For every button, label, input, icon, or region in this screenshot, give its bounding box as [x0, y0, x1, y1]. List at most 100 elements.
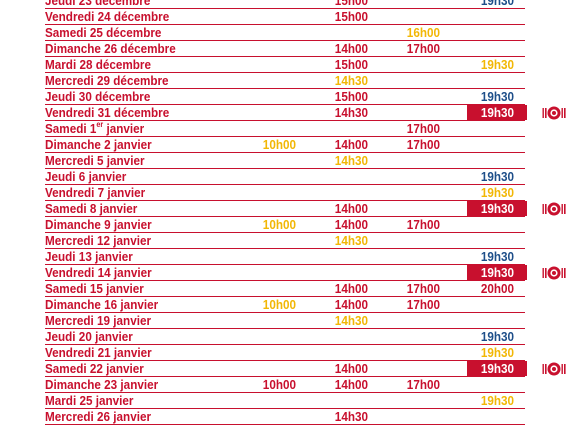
schedule-row: Dimanche 2 janvier 10h00 14h00 17h00 [45, 137, 525, 153]
showtime-c4: 19h30 [467, 201, 527, 216]
schedule-table: Jeudi 23 décembre 15h00 19h30 Vendredi 24 d… [45, 0, 527, 425]
showtime-c2: 14h30 [334, 409, 368, 424]
schedule-row: Mardi 28 décembre 15h00 19h30 [45, 57, 525, 73]
day-label: Samedi 22 janvier [45, 361, 144, 376]
showtime-c3: 17h00 [406, 281, 440, 296]
showtime-c2: 14h00 [334, 297, 368, 312]
schedule-row: Jeudi 30 décembre 15h00 19h30 [45, 89, 525, 105]
showtime-c2: 14h30 [334, 233, 368, 248]
schedule-row: Vendredi 7 janvier 19h30 [45, 185, 525, 201]
showtime-c4: 19h30 [480, 393, 514, 408]
schedule-row: Mercredi 5 janvier 14h30 [45, 153, 525, 169]
day-label: Vendredi 24 décembre [45, 9, 170, 24]
meal-icon [541, 361, 567, 377]
schedule-row: Dimanche 26 décembre 14h00 17h00 [45, 41, 525, 57]
day-label: Jeudi 6 janvier [45, 169, 127, 184]
showtime-c3: 17h00 [406, 137, 440, 152]
showtime-c2: 14h30 [334, 105, 368, 120]
showtime-c3: 17h00 [406, 217, 440, 232]
schedule-row: Dimanche 9 janvier 10h00 14h00 17h00 [45, 217, 525, 233]
schedule-row: Vendredi 24 décembre 15h00 [45, 9, 525, 25]
schedule-row: Jeudi 23 décembre 15h00 19h30 [45, 0, 525, 9]
schedule-row: Vendredi 31 décembre 14h30 19h30 [45, 105, 527, 121]
showtime-c2: 15h00 [334, 0, 368, 8]
schedule-row: Samedi 8 janvier 14h00 19h30 [45, 201, 527, 217]
day-label: Jeudi 30 décembre [45, 89, 151, 104]
day-label: Jeudi 20 janvier [45, 329, 133, 344]
day-label: Samedi 1er janvier [45, 120, 145, 137]
schedule-row: Dimanche 16 janvier 10h00 14h00 17h00 [45, 297, 525, 313]
day-label: Mercredi 12 janvier [45, 233, 152, 248]
day-label: Dimanche 9 janvier [45, 217, 152, 232]
showtime-c2: 14h00 [334, 201, 368, 216]
showtime-c4: 19h30 [480, 0, 514, 8]
meal-icon [541, 201, 567, 217]
schedule-row: Jeudi 13 janvier 19h30 [45, 249, 525, 265]
schedule-row: Mercredi 29 décembre 14h30 [45, 73, 525, 89]
showtime-c4: 19h30 [480, 249, 514, 264]
day-label: Samedi 15 janvier [45, 281, 144, 296]
showtime-c3: 16h00 [406, 25, 440, 40]
showtime-c2: 14h00 [334, 361, 368, 376]
showtime-c1: 10h00 [262, 137, 296, 152]
schedule-row: Mardi 25 janvier 19h30 [45, 393, 525, 409]
schedule-row: Jeudi 6 janvier 19h30 [45, 169, 525, 185]
showtime-c3: 17h00 [406, 121, 440, 136]
showtime-c4: 19h30 [467, 105, 527, 120]
day-label: Mercredi 26 janvier [45, 409, 152, 424]
showtime-c2: 14h30 [334, 73, 368, 88]
schedule-row: Samedi 1er janvier 17h00 [45, 121, 525, 137]
day-label: Vendredi 7 janvier [45, 185, 146, 200]
schedule-row: Vendredi 14 janvier 19h30 [45, 265, 527, 281]
day-label: Dimanche 26 décembre [45, 41, 176, 56]
schedule-row: Dimanche 23 janvier 10h00 14h00 17h00 [45, 377, 525, 393]
showtime-c2: 14h00 [334, 217, 368, 232]
day-label: Vendredi 14 janvier [45, 265, 152, 280]
schedule-row: Mercredi 12 janvier 14h30 [45, 233, 525, 249]
showtime-c4: 19h30 [480, 329, 514, 344]
day-label: Samedi 8 janvier [45, 201, 138, 216]
day-label: Samedi 25 décembre [45, 25, 162, 40]
schedule-row: Samedi 22 janvier 14h00 19h30 [45, 361, 527, 377]
day-label: Mardi 25 janvier [45, 393, 134, 408]
day-label: Vendredi 31 décembre [45, 105, 170, 120]
meal-icon [541, 105, 567, 121]
showtime-c4: 19h30 [467, 265, 527, 280]
showtime-c1: 10h00 [262, 217, 296, 232]
showtime-c4: 19h30 [480, 89, 514, 104]
day-label: Mercredi 5 janvier [45, 153, 145, 168]
day-label: Jeudi 13 janvier [45, 249, 133, 264]
schedule-row: Samedi 15 janvier 14h00 17h00 20h00 [45, 281, 525, 297]
day-label: Mercredi 29 décembre [45, 73, 169, 88]
showtime-c2: 15h00 [334, 9, 368, 24]
schedule-row: Samedi 25 décembre 16h00 [45, 25, 525, 41]
schedule-row: Vendredi 21 janvier 19h30 [45, 345, 525, 361]
showtime-c3: 17h00 [406, 297, 440, 312]
showtime-c2: 14h30 [334, 313, 368, 328]
showtime-c4: 19h30 [480, 169, 514, 184]
showtime-c2: 15h00 [334, 89, 368, 104]
showtime-c4: 19h30 [480, 57, 514, 72]
showtime-c4: 20h00 [480, 281, 514, 296]
showtime-c4: 19h30 [480, 345, 514, 360]
schedule-row: Jeudi 20 janvier 19h30 [45, 329, 525, 345]
day-label: Vendredi 21 janvier [45, 345, 152, 360]
showtime-c4: 19h30 [467, 361, 527, 376]
day-label: Jeudi 23 décembre [45, 0, 151, 8]
showtime-c1: 10h00 [262, 377, 296, 392]
showtime-c4: 19h30 [480, 185, 514, 200]
showtime-c3: 17h00 [406, 377, 440, 392]
day-label: Mercredi 19 janvier [45, 313, 152, 328]
showtime-c2: 14h00 [334, 281, 368, 296]
showtime-c2: 14h30 [334, 153, 368, 168]
showtime-c2: 14h00 [334, 137, 368, 152]
day-label: Dimanche 2 janvier [45, 137, 152, 152]
showtime-c2: 14h00 [334, 377, 368, 392]
showtime-c3: 17h00 [406, 41, 440, 56]
meal-icon [541, 265, 567, 281]
day-label: Dimanche 16 janvier [45, 297, 159, 312]
showtime-c2: 15h00 [334, 57, 368, 72]
day-label: Dimanche 23 janvier [45, 377, 159, 392]
showtime-c1: 10h00 [262, 297, 296, 312]
schedule-row: Mercredi 26 janvier 14h30 [45, 409, 525, 425]
